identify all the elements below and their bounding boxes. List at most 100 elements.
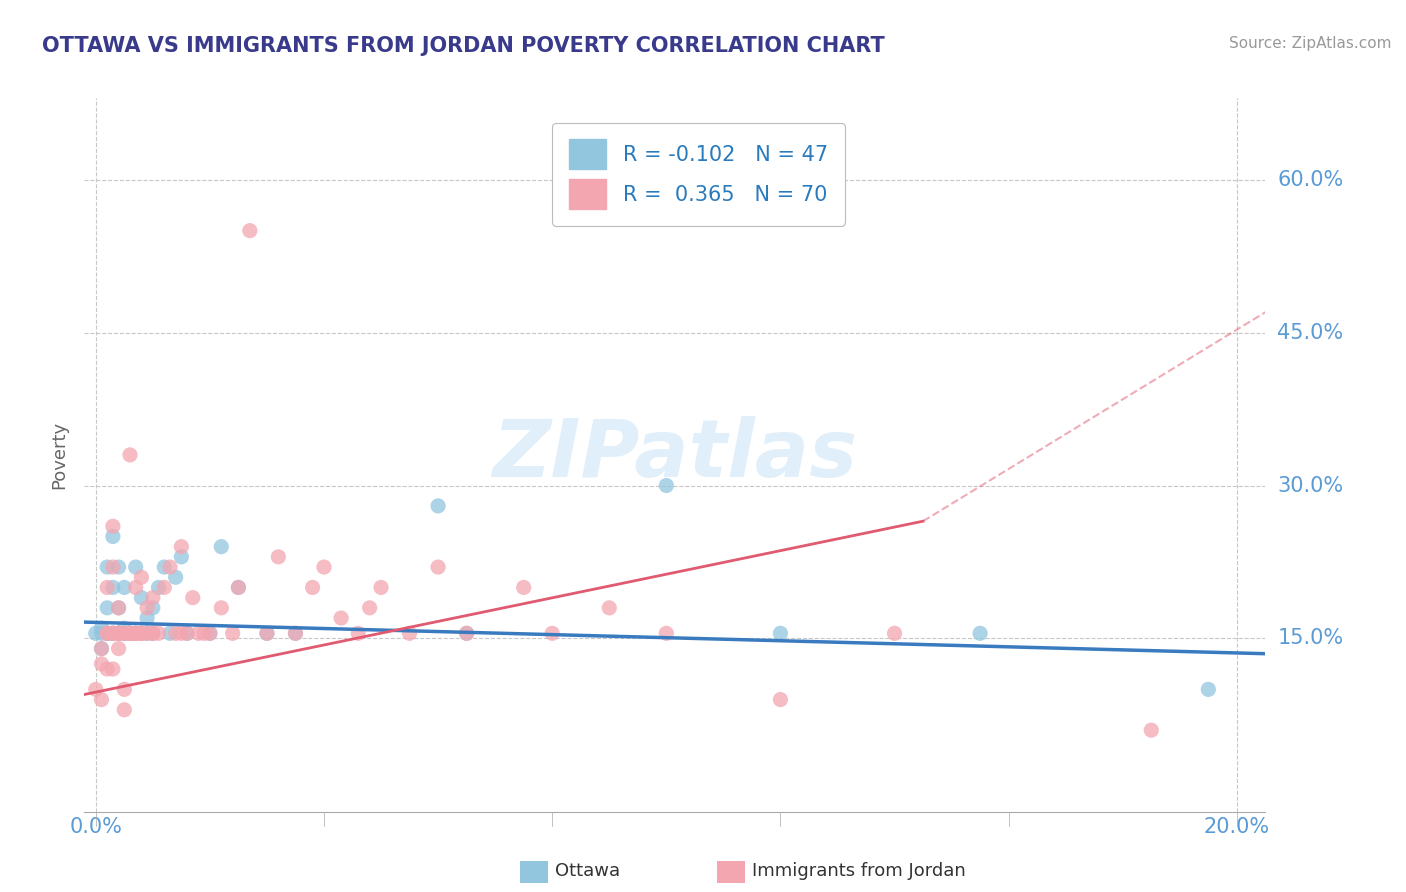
- Point: [107, 626, 129, 640]
- Point: [456, 626, 478, 640]
- Point: [170, 540, 193, 554]
- Point: [655, 478, 678, 492]
- Point: [112, 682, 135, 697]
- Point: [101, 560, 124, 574]
- Point: [165, 570, 187, 584]
- Point: [101, 626, 124, 640]
- Point: [193, 626, 215, 640]
- Point: [101, 519, 124, 533]
- Point: [90, 641, 112, 656]
- Point: [96, 626, 118, 640]
- Point: [239, 224, 262, 238]
- Point: [118, 448, 141, 462]
- Point: [165, 626, 187, 640]
- Point: [284, 626, 307, 640]
- Point: [125, 626, 148, 640]
- Point: [142, 591, 165, 605]
- Text: OTTAWA VS IMMIGRANTS FROM JORDAN POVERTY CORRELATION CHART: OTTAWA VS IMMIGRANTS FROM JORDAN POVERTY…: [42, 36, 884, 55]
- Point: [222, 626, 245, 640]
- Point: [312, 560, 335, 574]
- Point: [131, 626, 153, 640]
- Point: [142, 626, 165, 640]
- Point: [456, 626, 478, 640]
- Point: [142, 600, 165, 615]
- Point: [1197, 682, 1219, 697]
- Point: [769, 626, 792, 640]
- Point: [427, 499, 450, 513]
- Point: [107, 600, 129, 615]
- Point: [90, 657, 112, 671]
- Point: [90, 626, 112, 640]
- Point: [90, 692, 112, 706]
- Point: [96, 600, 118, 615]
- Point: [112, 626, 135, 640]
- Point: [256, 626, 278, 640]
- Point: [125, 626, 148, 640]
- Point: [101, 626, 124, 640]
- Point: [101, 529, 124, 543]
- Point: [170, 549, 193, 564]
- Point: [228, 581, 250, 595]
- Point: [112, 581, 135, 595]
- Point: [101, 662, 124, 676]
- Point: [101, 626, 124, 640]
- Point: [153, 560, 176, 574]
- Point: [118, 626, 141, 640]
- Point: [541, 626, 564, 640]
- Point: [84, 626, 107, 640]
- Point: [256, 626, 278, 640]
- Legend: R = -0.102   N = 47, R =  0.365   N = 70: R = -0.102 N = 47, R = 0.365 N = 70: [553, 123, 845, 226]
- Point: [107, 600, 129, 615]
- Point: [512, 581, 534, 595]
- Point: [148, 581, 170, 595]
- Point: [101, 581, 124, 595]
- Point: [96, 626, 118, 640]
- Point: [96, 626, 118, 640]
- Point: [598, 600, 620, 615]
- Point: [198, 626, 221, 640]
- Point: [112, 703, 135, 717]
- Y-axis label: Poverty: Poverty: [51, 421, 69, 489]
- Point: [427, 560, 450, 574]
- Point: [112, 626, 135, 640]
- Point: [136, 600, 159, 615]
- Point: [107, 641, 129, 656]
- Point: [284, 626, 307, 640]
- Point: [142, 626, 165, 640]
- Point: [883, 626, 905, 640]
- Text: 30.0%: 30.0%: [1277, 475, 1343, 495]
- Point: [969, 626, 991, 640]
- Point: [359, 600, 381, 615]
- Point: [90, 621, 112, 635]
- Point: [209, 600, 232, 615]
- Point: [131, 570, 153, 584]
- Point: [148, 626, 170, 640]
- Point: [112, 621, 135, 635]
- Point: [125, 626, 148, 640]
- Point: [107, 626, 129, 640]
- Point: [1140, 723, 1163, 738]
- Point: [170, 626, 193, 640]
- Point: [112, 626, 135, 640]
- Point: [267, 549, 290, 564]
- Point: [176, 626, 198, 640]
- Text: 45.0%: 45.0%: [1277, 323, 1343, 343]
- Point: [118, 626, 141, 640]
- Point: [131, 591, 153, 605]
- Point: [370, 581, 392, 595]
- Point: [131, 626, 153, 640]
- Point: [90, 641, 112, 656]
- Point: [136, 611, 159, 625]
- Point: [125, 581, 148, 595]
- Point: [125, 560, 148, 574]
- Point: [96, 662, 118, 676]
- Point: [112, 626, 135, 640]
- Point: [159, 626, 181, 640]
- Point: [96, 626, 118, 640]
- Point: [136, 626, 159, 640]
- Point: [84, 682, 107, 697]
- Point: [136, 626, 159, 640]
- Point: [330, 611, 353, 625]
- Point: [398, 626, 420, 640]
- Point: [187, 626, 209, 640]
